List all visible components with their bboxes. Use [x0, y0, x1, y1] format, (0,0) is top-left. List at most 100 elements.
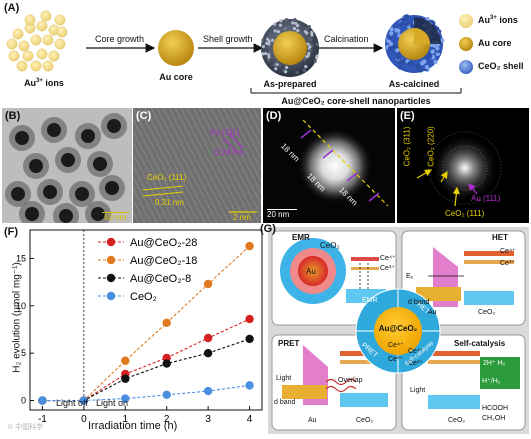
watermark: © 中国科学: [8, 422, 43, 432]
legend-label: Au@CeO₂-28: [130, 237, 197, 249]
legend-swatch-ceo2-shell: [459, 60, 473, 74]
data-point: [38, 396, 46, 404]
label-core-growth: Core growth: [95, 34, 144, 44]
label-as-prepared: As-prepared: [252, 79, 328, 89]
panel-label-b: (B): [5, 110, 20, 122]
data-point: [121, 375, 129, 383]
legend-marker: [107, 256, 115, 264]
self-hcooh-label: HCOOH: [482, 405, 508, 412]
data-point: [163, 391, 171, 399]
au-ion-cluster: [7, 11, 67, 71]
emr-ceo2-label: CeO₂: [320, 241, 340, 250]
data-point: [204, 280, 212, 288]
data-point: [245, 381, 253, 389]
legend-au-core: Au core: [478, 38, 512, 48]
het-ce4-label: Ce⁴⁺: [500, 247, 516, 255]
scale-c: 2 nm: [233, 213, 251, 222]
pret-au-label: Au: [308, 417, 317, 424]
emr-ce4-label: Ce⁴⁺: [380, 254, 396, 262]
legend-ceo2-shell: CeO₂ shell: [478, 61, 524, 71]
pret-light-label: Light: [276, 375, 291, 382]
label-calcination: Calcination: [324, 34, 369, 44]
data-point: [163, 359, 171, 367]
self-light-label: Light: [410, 387, 425, 394]
self-h2-reaction: 2H⁺ H₂: [483, 359, 505, 367]
data-point: [245, 242, 253, 250]
light-off-label: Light off: [56, 398, 88, 408]
tem-image-b: (B) 50 nm: [2, 108, 132, 223]
pret-ceo2-label: CeO₂: [356, 417, 373, 424]
series-line: [42, 319, 249, 400]
hrtem-image-c: (C) Au (111) 0.24 nm CeO₂ (111) 0.31 nm …: [133, 108, 261, 223]
y-tick-label: 0: [21, 396, 26, 406]
label-ceo2-220: CeO₂ (220): [427, 126, 436, 166]
series-line: [42, 339, 249, 401]
pret-dband-label: d band: [274, 399, 295, 406]
legend-marker: [107, 292, 115, 300]
label-as-calcined: As-calcined: [376, 79, 452, 89]
pret-ce3-label: Ce³⁺: [388, 355, 403, 363]
as-prepared-particle: [261, 18, 319, 77]
series-line: [42, 246, 249, 400]
label-au-111-e: Au (111): [471, 194, 501, 203]
legend-label: CeO₂: [130, 291, 157, 303]
emr-au-label: Au: [306, 267, 316, 276]
legend-marker: [107, 238, 115, 246]
self-hh2-label: H⁺/H₂: [482, 377, 500, 385]
data-point: [163, 319, 171, 327]
ring-emr-label: EMR: [362, 297, 378, 304]
het-ef-label: Eₓ: [406, 273, 413, 280]
scale-d: 20 nm: [267, 210, 289, 219]
scale-b: 50 nm: [104, 213, 126, 222]
het-ce3-label: Ce³⁺: [500, 259, 515, 267]
label-au-111-c: Au (111): [210, 128, 240, 137]
saed-image-e: (E) CeO₂ (311) CeO₂ (220) Au (111) CeO₂ …: [397, 108, 529, 223]
legend-swatch-au-ions: [459, 14, 473, 28]
y-axis-label: H₂ evolution (μmol mg⁻¹): [12, 243, 23, 393]
label-au-ions: Au3+ ions: [14, 78, 74, 88]
panel-label-e: (E): [400, 110, 415, 122]
as-calcined-particle: [385, 14, 444, 73]
label-ceo2-111-e: CeO₂ (111): [445, 209, 484, 218]
label-au-d-spacing: 0.24 nm: [215, 148, 244, 157]
data-point: [204, 349, 212, 357]
x-tick-label: 3: [205, 414, 211, 425]
x-tick-label: 4: [247, 414, 253, 425]
x-axis-label: Irradiation time (h): [88, 420, 177, 432]
legend-marker: [107, 274, 115, 282]
self-catalysis-title: Self-catalysis: [454, 339, 505, 348]
panel-label-c: (C): [136, 110, 151, 122]
stem-image-d: (D) 18 nm 18 nm 18 nm 20 nm: [263, 108, 395, 223]
legend-au-ions: Au3+ ions: [478, 15, 518, 25]
data-point: [121, 357, 129, 365]
label-au-core: Au core: [146, 72, 206, 82]
x-tick-label: 0: [81, 414, 87, 425]
data-point: [245, 335, 253, 343]
au-core-sphere: [158, 30, 194, 66]
label-core-shell-caption: Au@CeO₂ core-shell nanoparticles: [262, 96, 450, 106]
legend-label: Au@CeO₂-18: [130, 255, 197, 267]
mechanism-panel-g: (G) EMR HET PRET Self-catalysis CeO₂ Au …: [268, 227, 529, 434]
label-ceo2-d-spacing: 0.31 nm: [155, 198, 184, 207]
legend-label: Au@CeO₂-8: [130, 273, 191, 285]
emr-ce3-label: Ce³⁺: [380, 264, 395, 272]
label-ceo2-111-c: CeO₂ (111): [147, 173, 186, 182]
data-point: [245, 315, 253, 323]
label-ceo2-311: CeO₂ (311): [402, 127, 411, 167]
pret-ce4-label: Ce⁴⁺: [388, 341, 404, 349]
label-shell-growth: Shell growth: [203, 34, 253, 44]
emr-title: EMR: [292, 233, 310, 242]
center-au-ceo2-label: Au@CeO₂: [374, 324, 422, 333]
data-point: [204, 387, 212, 395]
self-ch2oh-label: CH₂OH: [482, 415, 505, 422]
legend-swatch-au-core: [459, 37, 473, 51]
panel-label-d: (D): [266, 110, 281, 122]
panel-label-g: (G): [260, 223, 276, 235]
het-ceo2-label: CeO₂: [478, 309, 495, 316]
data-point: [204, 334, 212, 342]
pret-overlap-label: Overlap: [338, 377, 363, 384]
pret-title: PRET: [278, 339, 299, 348]
light-on-label: Light on: [96, 398, 128, 408]
h2-evolution-chart: 0 5 10 15 -1 0 1 2 3 4 Au@CeO₂-28 Au@CeO₂-18 Au@CeO₂…: [0, 224, 266, 436]
het-title: HET: [492, 233, 508, 242]
